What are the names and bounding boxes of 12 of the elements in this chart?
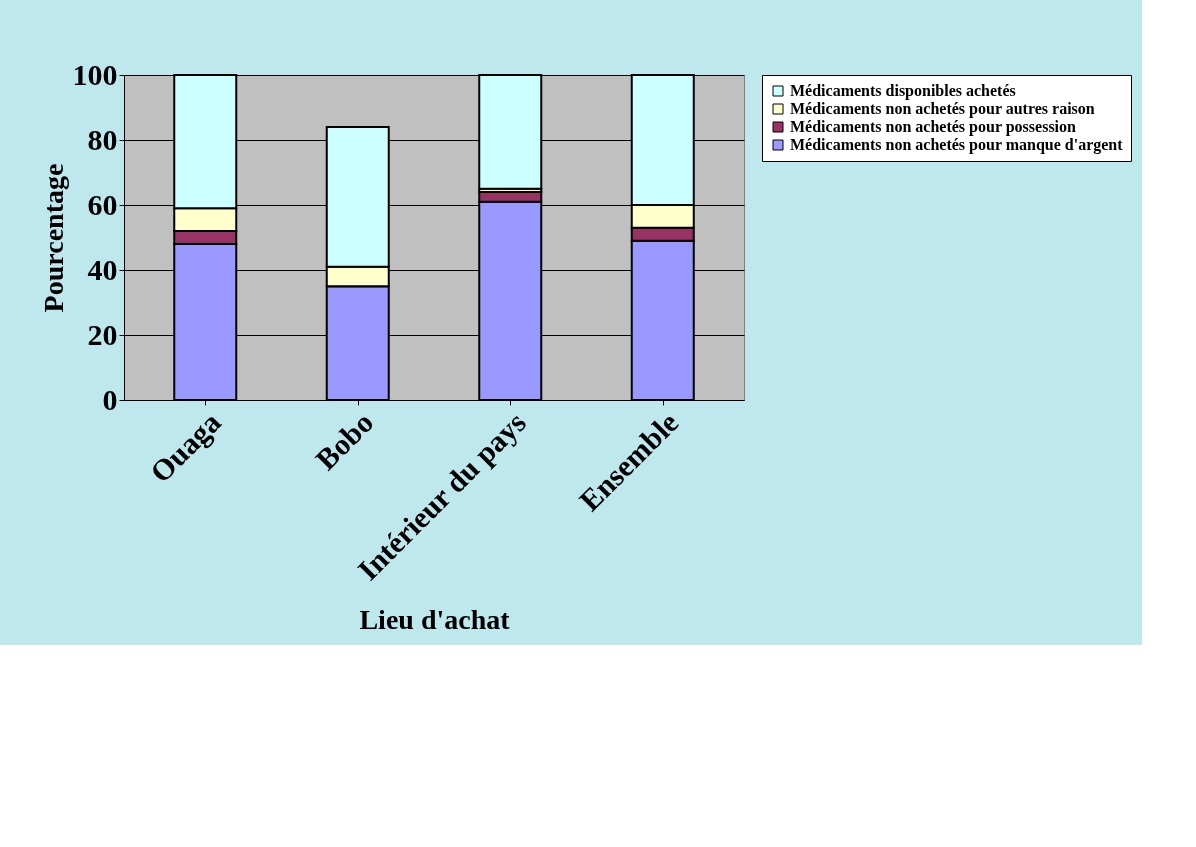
legend-label: Médicaments non achetés pour autres raison [790, 100, 1095, 118]
y-tick-label: 0 [102, 382, 118, 416]
y-axis-title: Pourcentage [37, 163, 69, 313]
y-tick-label: 60 [87, 187, 118, 221]
x-axis-title: Lieu d'achat [359, 603, 511, 635]
y-tick-label: 100 [72, 57, 118, 91]
y-tick-label: 40 [87, 252, 118, 286]
y-tick-label: 80 [87, 122, 118, 156]
y-tick-label: 20 [87, 317, 118, 351]
legend-label: Médicaments non achetés pour manque d'argent [790, 136, 1124, 154]
legend-label: Médicaments non achetés pour possession [790, 118, 1077, 136]
legend-label: Médicaments disponibles achetés [790, 82, 1016, 100]
